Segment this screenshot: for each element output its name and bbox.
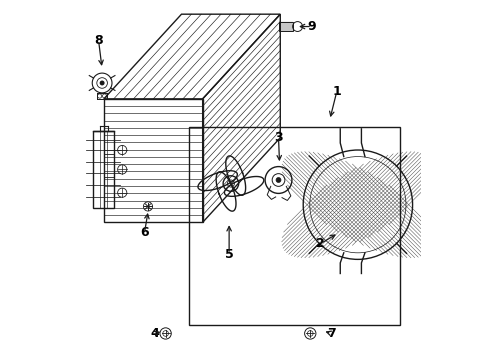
Text: 4: 4 <box>150 327 159 340</box>
Circle shape <box>99 81 104 85</box>
Text: 7: 7 <box>327 327 336 340</box>
Text: 9: 9 <box>308 20 317 33</box>
Text: 6: 6 <box>140 226 149 239</box>
Text: 8: 8 <box>94 34 103 47</box>
Text: 5: 5 <box>225 248 234 261</box>
Bar <box>189 127 400 325</box>
Bar <box>278 22 294 31</box>
Text: 2: 2 <box>317 237 325 250</box>
Text: 3: 3 <box>274 131 283 144</box>
Circle shape <box>276 177 281 183</box>
Text: 1: 1 <box>332 85 341 98</box>
